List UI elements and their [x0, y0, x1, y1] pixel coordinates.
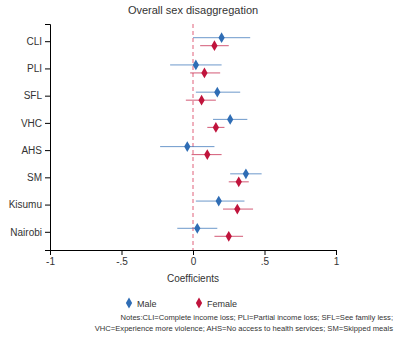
x-axis-title: Coefficients	[167, 273, 219, 284]
point	[193, 60, 199, 71]
x-tick-label: -.5	[116, 256, 128, 267]
y-tick: Kisumu	[9, 199, 50, 210]
y-axis: CLI PLI SFL VHC AHS SM Kisumu Nairobi	[9, 25, 51, 251]
plot: -1 -.5 0 .5 1 CLI PLI SFL VHC AHS SM Kisumu Nairobi	[9, 24, 340, 267]
x-tick-label: -1	[46, 256, 55, 267]
y-tick: CLI	[26, 36, 50, 47]
x-tick-label: .5	[261, 256, 270, 267]
x-tick-mark	[193, 250, 194, 255]
point	[211, 40, 217, 51]
x-tick: .5	[261, 250, 270, 267]
point	[218, 32, 224, 43]
point	[194, 223, 200, 234]
y-tick: SM	[27, 172, 50, 183]
note: Notes:CLI=Complete income loss; PLI=Part…	[121, 313, 393, 322]
x-tick-mark	[265, 250, 266, 255]
x-tick-label: 1	[334, 256, 340, 267]
y-tick-label: Kisumu	[9, 199, 42, 210]
y-tick: VHC	[21, 118, 50, 129]
y-tick-label: SM	[27, 172, 42, 183]
title: Overall sex disaggregation	[128, 4, 258, 16]
point	[236, 176, 242, 187]
point	[213, 122, 219, 133]
y-tick: PLI	[27, 63, 50, 74]
reference-line	[193, 24, 194, 250]
y-tick-label: VHC	[21, 118, 42, 129]
point	[204, 149, 210, 160]
y-tick-mark	[45, 177, 50, 178]
x-axis: -1 -.5 0 .5 1	[46, 250, 340, 267]
series	[186, 40, 253, 241]
y-tick-mark	[45, 68, 50, 69]
point	[227, 114, 233, 125]
y-tick-label: CLI	[26, 36, 42, 47]
x-tick-mark	[336, 250, 337, 255]
y-tick-mark	[45, 232, 50, 233]
y-tick-label: SFL	[24, 90, 43, 101]
point	[214, 87, 220, 98]
x-tick-mark	[122, 250, 123, 255]
y-tick-label: PLI	[27, 63, 42, 74]
point	[243, 168, 249, 179]
point	[216, 196, 222, 207]
y-tick-label: Nairobi	[10, 227, 42, 238]
y-tick-mark	[45, 205, 50, 206]
x-tick: -.5	[116, 250, 128, 267]
y-tick: SFL	[24, 90, 50, 101]
y-tick-mark	[45, 41, 50, 42]
chart: Overall sex disaggregation -1 -.5 0 .5 1 CLI PL…	[0, 0, 401, 348]
legend: Male Female	[126, 298, 237, 309]
legend-marker	[196, 298, 202, 309]
y-axis-line	[45, 25, 51, 251]
x-tick: 1	[334, 250, 340, 267]
y-tick-label: AHS	[21, 145, 42, 156]
y-tick-mark	[45, 96, 50, 97]
x-tick: 0	[191, 250, 197, 267]
point	[201, 68, 207, 79]
point	[226, 231, 232, 242]
series	[160, 32, 262, 233]
x-axis-line	[51, 251, 337, 256]
x-tick: -1	[46, 250, 55, 267]
note: VHC=Experience more violence; AHS=No acc…	[95, 324, 393, 333]
legend-label: Male	[137, 299, 157, 309]
point	[184, 141, 190, 152]
y-tick: AHS	[21, 145, 50, 156]
point	[234, 204, 240, 215]
y-tick-mark	[45, 150, 50, 151]
legend-label: Female	[207, 299, 237, 309]
legend-marker	[126, 298, 132, 309]
point	[198, 95, 204, 106]
y-tick: Nairobi	[10, 227, 50, 238]
y-tick-mark	[45, 123, 50, 124]
marks	[160, 24, 262, 250]
x-tick-label: 0	[191, 256, 197, 267]
